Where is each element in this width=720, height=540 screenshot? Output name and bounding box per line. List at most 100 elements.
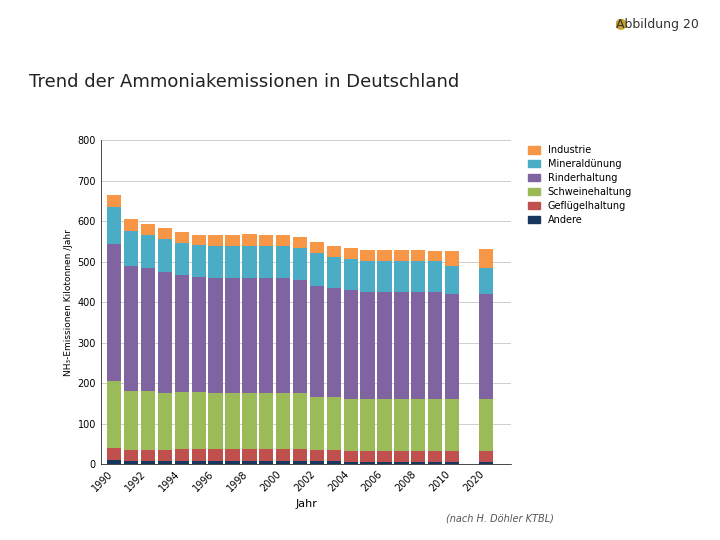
Bar [225, 461, 240, 464]
Bar [124, 219, 138, 231]
Bar [141, 235, 156, 267]
Bar [479, 294, 493, 399]
Bar [411, 462, 426, 464]
Bar [259, 449, 274, 461]
Bar [158, 461, 172, 464]
Bar [225, 278, 240, 393]
Bar [192, 277, 206, 392]
Bar [192, 449, 206, 461]
Bar [276, 278, 290, 393]
Bar [293, 248, 307, 280]
Bar [276, 246, 290, 278]
Bar [276, 449, 290, 461]
Bar [209, 278, 222, 393]
Bar [158, 393, 172, 450]
Bar [310, 242, 324, 253]
Bar [395, 399, 409, 451]
X-axis label: Jahr: Jahr [295, 500, 317, 509]
Bar [411, 261, 426, 292]
Bar [428, 462, 442, 464]
Bar [377, 250, 392, 261]
Bar [327, 397, 341, 450]
Bar [158, 239, 172, 272]
Bar [445, 294, 459, 399]
Bar [327, 246, 341, 258]
Bar [259, 235, 274, 246]
Bar [343, 259, 358, 290]
Text: (nach H. Döhler KTBL): (nach H. Döhler KTBL) [446, 514, 554, 524]
Bar [276, 461, 290, 464]
Bar [259, 246, 274, 278]
Bar [293, 237, 307, 248]
Bar [293, 393, 307, 449]
Bar [192, 235, 206, 245]
Bar [209, 449, 222, 461]
Bar [377, 261, 392, 292]
Bar [141, 267, 156, 391]
Bar [428, 261, 442, 292]
Bar [175, 461, 189, 464]
Bar [242, 449, 256, 461]
Bar [361, 462, 375, 464]
Bar [158, 450, 172, 461]
Bar [124, 266, 138, 391]
Bar [209, 461, 222, 464]
Bar [175, 232, 189, 243]
Circle shape [616, 19, 626, 29]
Legend: Industrie, Mineraldünung, Rinderhaltung, Schweinehaltung, Geflügelhaltung, Ander: Industrie, Mineraldünung, Rinderhaltung,… [528, 145, 632, 225]
Bar [293, 280, 307, 393]
Bar [124, 461, 138, 464]
Bar [479, 267, 493, 294]
Bar [327, 258, 341, 288]
Bar [175, 243, 189, 275]
Bar [175, 275, 189, 392]
Bar [242, 278, 256, 393]
Bar [242, 393, 256, 449]
Bar [141, 461, 156, 464]
Bar [158, 272, 172, 393]
Bar [445, 462, 459, 464]
Bar [395, 261, 409, 292]
Bar [225, 235, 240, 246]
Bar [377, 399, 392, 451]
Bar [479, 462, 493, 464]
Bar [107, 381, 122, 448]
Bar [445, 451, 459, 462]
Bar [361, 261, 375, 292]
Bar [479, 249, 493, 267]
Text: Abbildung 20: Abbildung 20 [616, 18, 698, 31]
Bar [327, 450, 341, 461]
Bar [175, 392, 189, 449]
Bar [479, 451, 493, 462]
Bar [259, 393, 274, 449]
Bar [141, 224, 156, 235]
Bar [411, 451, 426, 462]
Bar [395, 292, 409, 399]
Bar [428, 451, 442, 462]
Bar [428, 252, 442, 261]
Bar [479, 399, 493, 451]
Bar [310, 397, 324, 450]
Bar [209, 393, 222, 449]
Y-axis label: NH₃-Emissionen Kilotonnen /Jahr: NH₃-Emissionen Kilotonnen /Jahr [64, 229, 73, 376]
Bar [209, 235, 222, 246]
Bar [124, 231, 138, 266]
Bar [192, 392, 206, 449]
Bar [276, 235, 290, 246]
Bar [192, 245, 206, 277]
Bar [175, 449, 189, 461]
Bar [141, 450, 156, 461]
Bar [411, 399, 426, 451]
Bar [327, 461, 341, 464]
Bar [259, 278, 274, 393]
Bar [293, 449, 307, 461]
Bar [259, 461, 274, 464]
Bar [343, 248, 358, 259]
Bar [225, 246, 240, 278]
Bar [445, 399, 459, 451]
Bar [377, 292, 392, 399]
Bar [242, 246, 256, 278]
Bar [327, 288, 341, 397]
Bar [395, 451, 409, 462]
Bar [361, 292, 375, 399]
